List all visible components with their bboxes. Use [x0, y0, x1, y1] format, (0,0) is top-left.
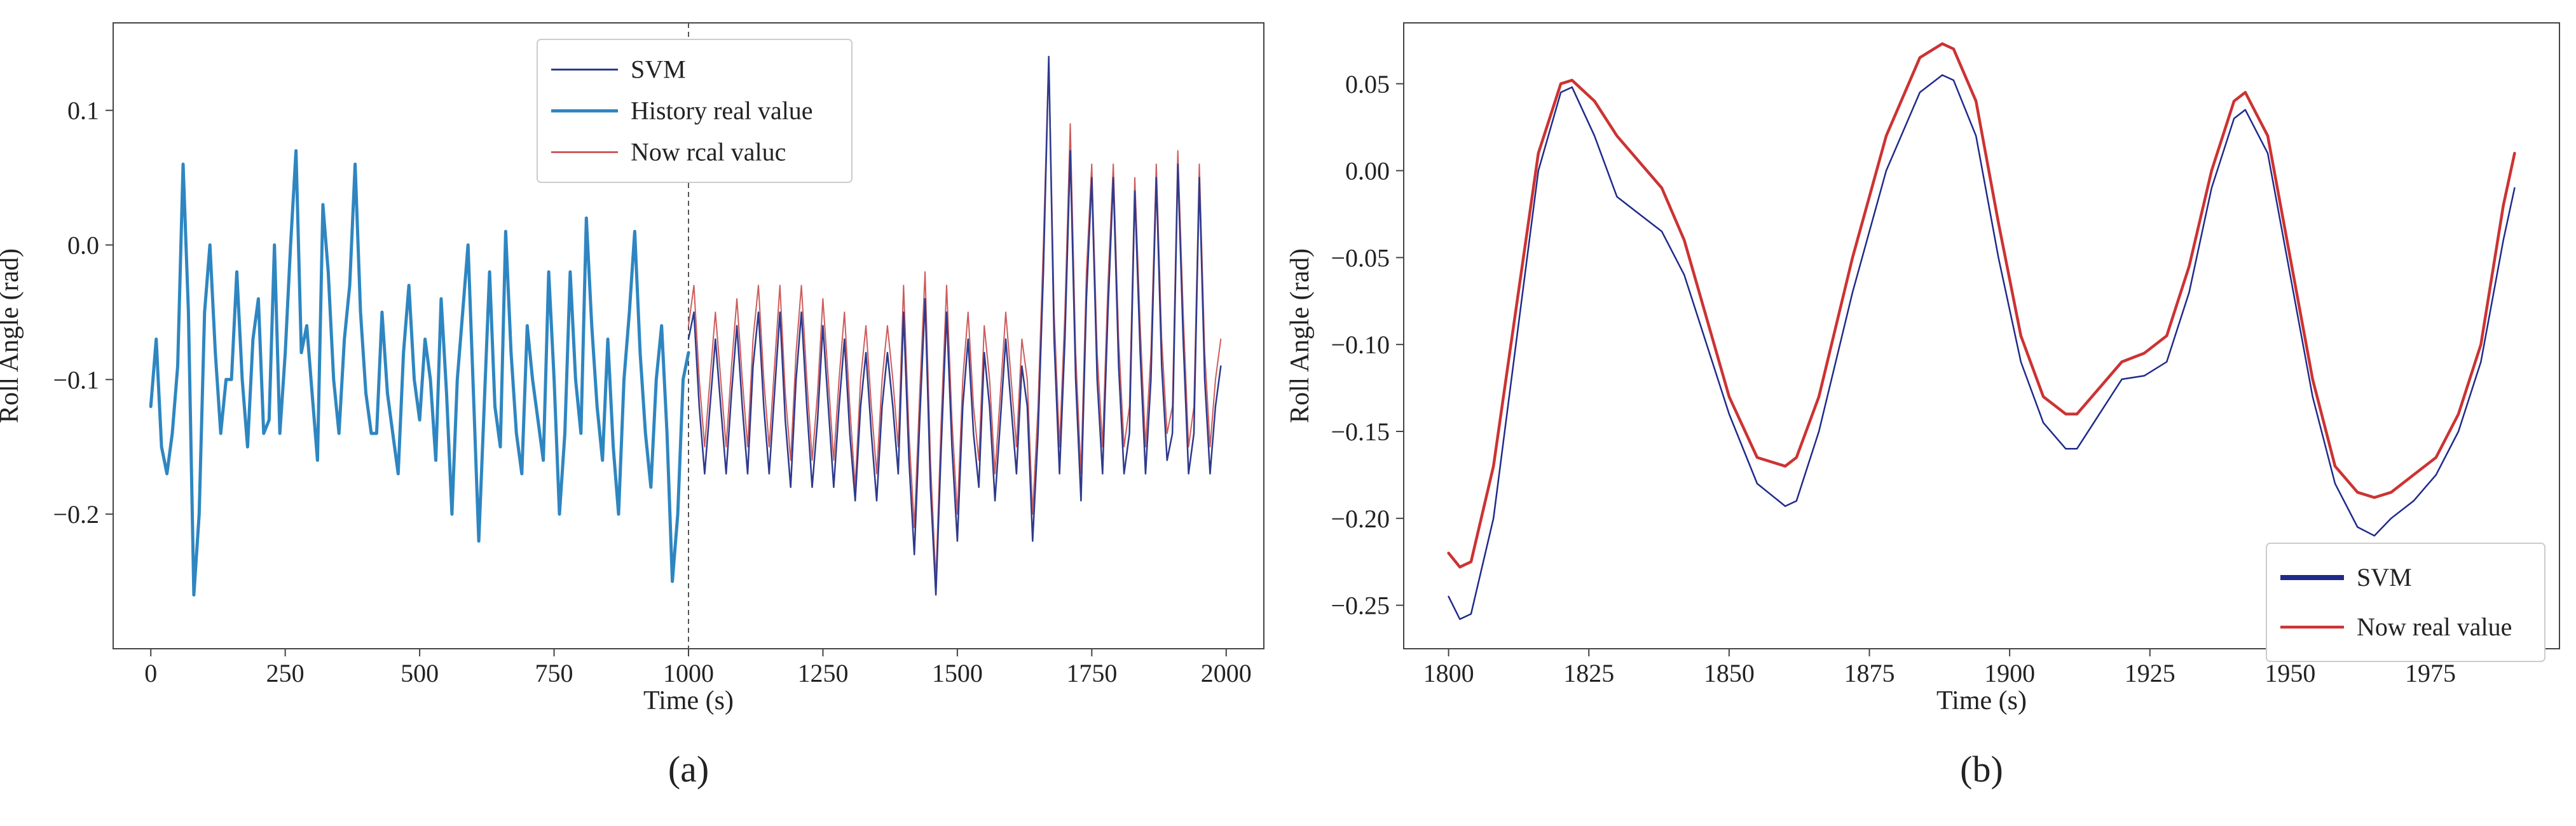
x-tick-label: 1825 [1563, 659, 1614, 687]
x-tick-label: 1500 [932, 659, 983, 687]
x-tick-label: 1875 [1844, 659, 1894, 687]
legend-b: SVM Now real value [2266, 543, 2545, 662]
legend-entry-label: Now real value [2357, 613, 2512, 641]
x-tick-label: 1250 [797, 659, 848, 687]
y-axis-label-b: Roll Angle (rad) [1285, 248, 1315, 423]
y-axis-label-a: Roll Angle (rad) [0, 248, 24, 423]
x-tick-label: 1000 [663, 659, 714, 687]
legend-entry-label: SVM [2357, 563, 2412, 592]
x-tick-label: 1850 [1704, 659, 1755, 687]
x-tick-label: 250 [266, 659, 305, 687]
x-tick-label: 1925 [2125, 659, 2175, 687]
y-tick-label: −0.25 [1331, 592, 1390, 620]
series-line [1447, 42, 2516, 569]
x-tick-label: 1750 [1066, 659, 1117, 687]
x-tick-label: 500 [401, 659, 439, 687]
y-tick-label: 0.00 [1345, 157, 1390, 186]
axis-ticks-a: 0 250 500 750 1000 1250 1500 1750 2000 0.1 0.0 −0.1… [53, 97, 1251, 687]
series-line [149, 149, 690, 597]
y-tick-label: −0.2 [53, 500, 99, 529]
y-tick-label: −0.20 [1331, 504, 1390, 533]
series-line [1448, 74, 2516, 620]
series-line [687, 55, 1222, 596]
x-tick-label: 750 [535, 659, 573, 687]
axis-ticks-b: 1800 1825 1850 1875 1900 1925 1950 1975 0.05 0.00… [1331, 70, 2456, 687]
panel-label-b: (b) [1960, 748, 2003, 790]
y-tick-label: 0.1 [67, 97, 99, 125]
legend-box [2266, 543, 2545, 662]
legend-entry-label: Now rcal valuc [631, 138, 786, 166]
legend-entry-label: SVM [631, 55, 686, 84]
panel-label-a: (a) [668, 748, 709, 790]
x-tick-label: 1800 [1423, 659, 1474, 687]
legend-a: SVM History real value Now rcal valuc [537, 39, 853, 183]
x-tick-label: 1900 [1984, 659, 2035, 687]
chart-panel-a: 0 250 500 750 1000 1250 1500 1750 2000 0.1 0.0 −0.1… [0, 22, 1264, 790]
y-tick-label: −0.10 [1331, 330, 1390, 359]
plot-frame-b [1403, 22, 2560, 649]
y-tick-label: 0.05 [1345, 70, 1390, 98]
plot-area-a [149, 23, 1222, 649]
chart-panel-b: 1800 1825 1850 1875 1900 1925 1950 1975 0.05 0.00… [1285, 22, 2560, 790]
y-tick-label: −0.15 [1331, 417, 1390, 446]
y-tick-label: −0.1 [53, 365, 99, 394]
y-tick-label: −0.05 [1331, 243, 1390, 272]
x-tick-label: 1975 [2405, 659, 2456, 687]
x-tick-label: 1950 [2264, 659, 2315, 687]
legend-entry-label: History real value [631, 97, 813, 125]
x-tick-label: 0 [144, 659, 157, 687]
x-axis-label-a: Time (s) [643, 686, 734, 715]
y-tick-label: 0.0 [67, 231, 99, 260]
plot-area-b [1447, 42, 2516, 620]
x-axis-label-b: Time (s) [1936, 686, 2027, 715]
x-tick-label: 2000 [1201, 659, 1252, 687]
legend-box [537, 39, 853, 183]
